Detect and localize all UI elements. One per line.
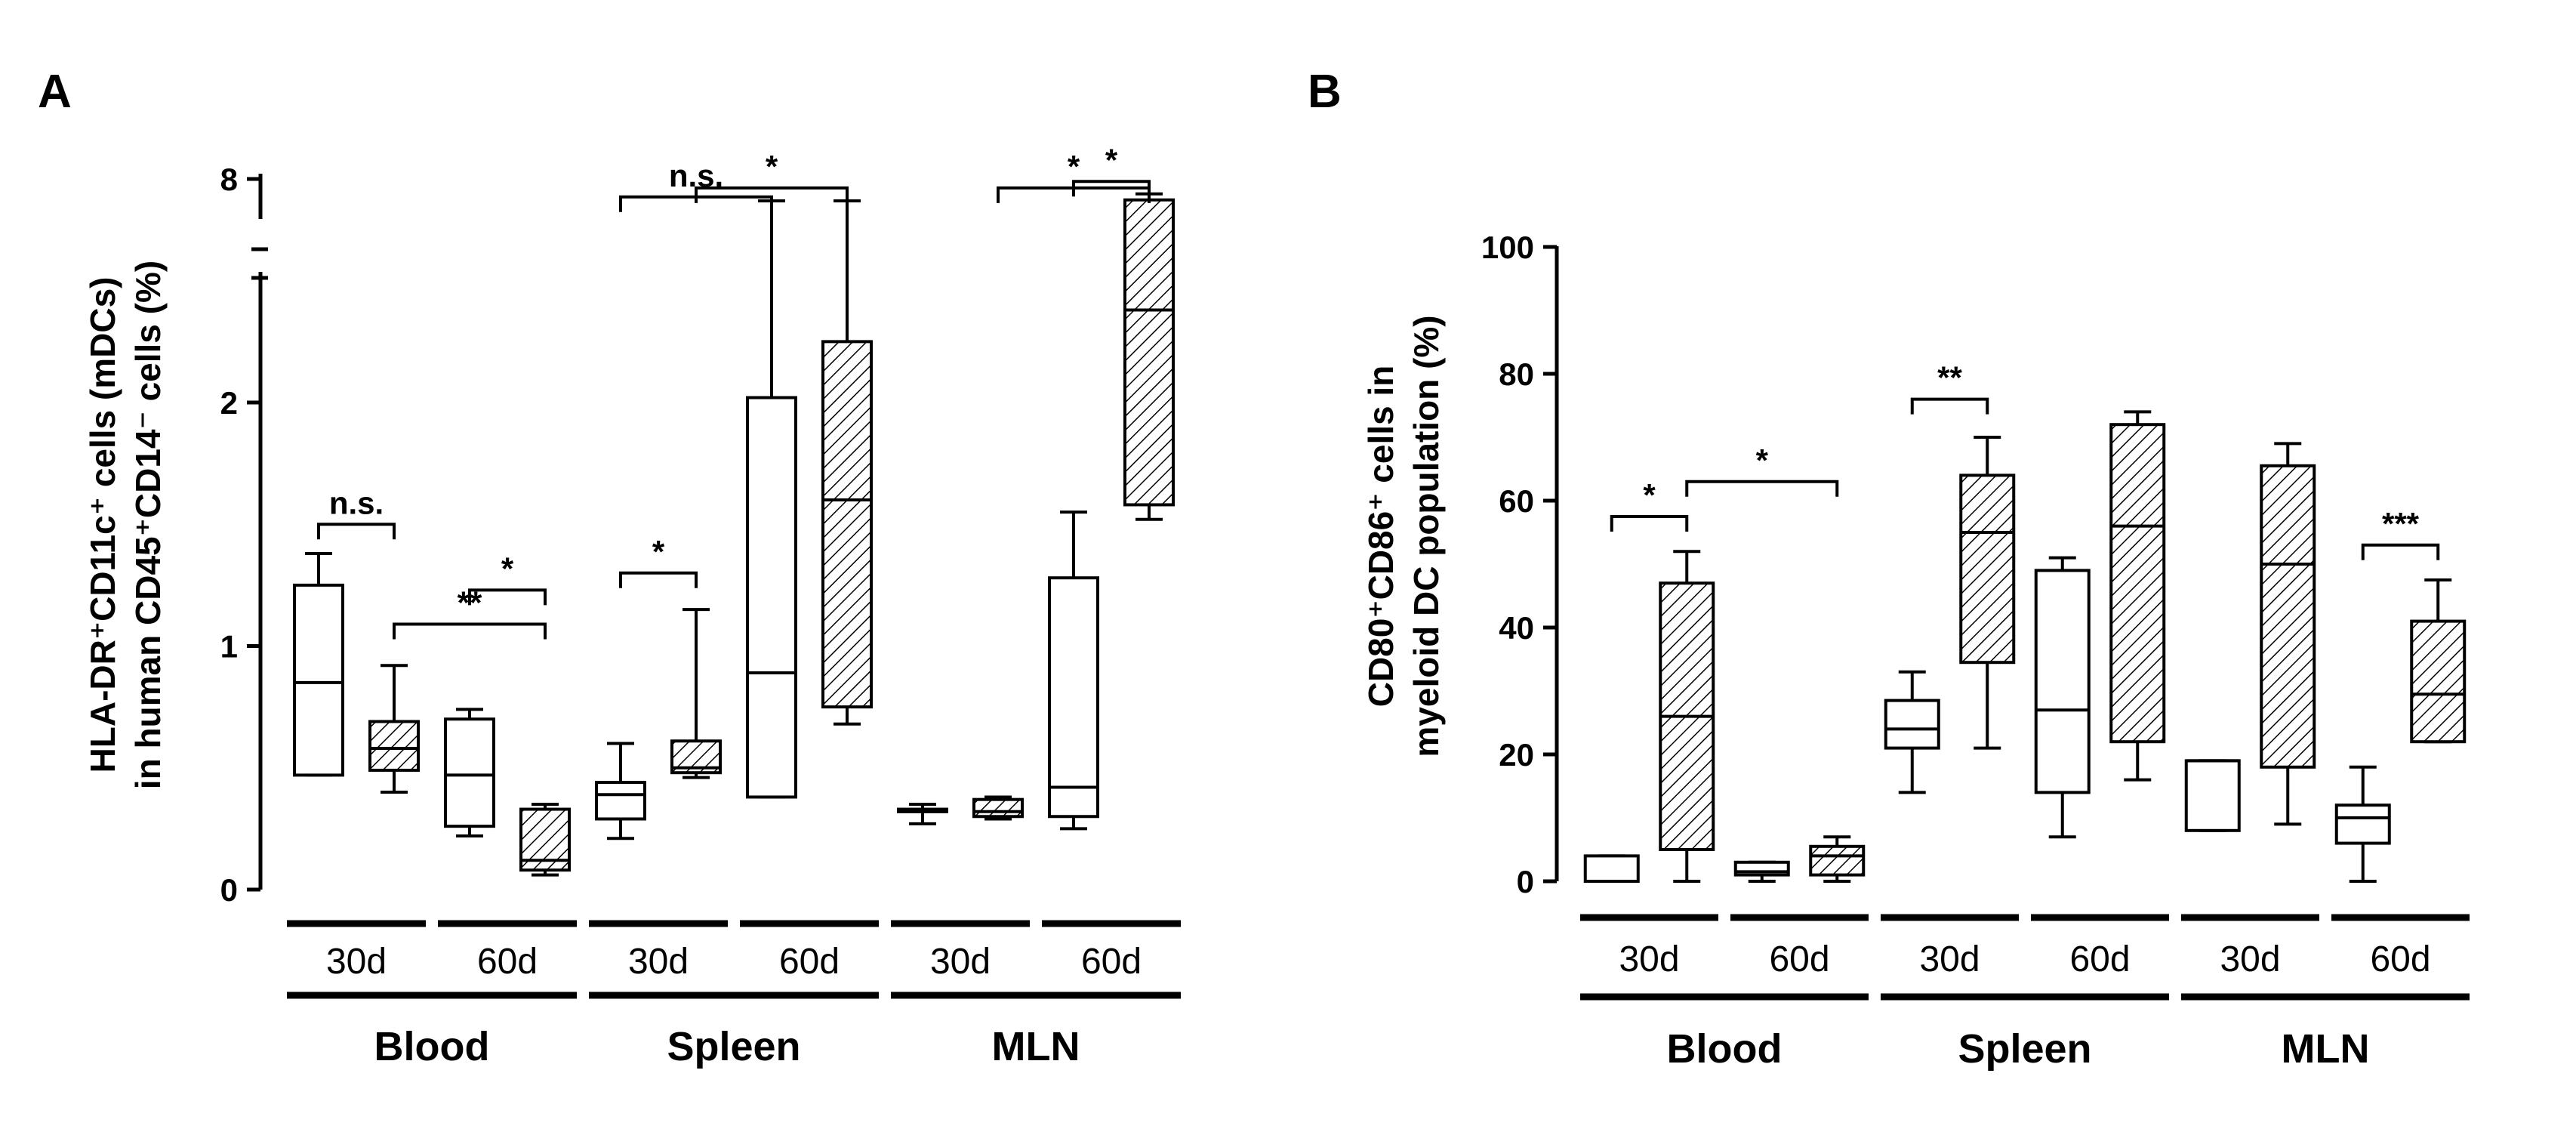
box-b-6 (1959, 473, 2016, 665)
day-group-label-b-2: 60d (1769, 939, 1829, 979)
day-group-label-a-3: 30d (628, 942, 689, 982)
day-group-label-b-5: 30d (2220, 939, 2280, 979)
significance-bracket-b-3 (1910, 397, 1989, 415)
group-axis-b: 30d 60d 30d 60d 30d 60d Blood Spleen MLN (1580, 914, 2470, 1072)
y-tick-label-b-0: 0 (1517, 864, 1534, 899)
significance-label-a-1: n.s. (329, 485, 384, 520)
significance-label-a-8: * (1105, 142, 1118, 177)
y-tick-label-b-40: 40 (1499, 610, 1534, 646)
significance-label-b-3: ** (1937, 360, 1962, 396)
y-tick-label-b-60: 60 (1499, 483, 1534, 519)
panel-label-b: B (1308, 66, 1342, 118)
day-group-label-b-3: 30d (1919, 939, 1980, 979)
box-b-7 (2034, 569, 2091, 794)
boxes-b (1583, 410, 2467, 884)
significance-a: n.s.*** *n.s. * * * (317, 142, 1151, 640)
box-a-3 (444, 717, 495, 828)
box-b-8 (2109, 423, 2166, 744)
y-axis-a: 0 1 2 8 (220, 162, 268, 908)
y-tick-label-a-2: 2 (220, 385, 238, 421)
tissue-group-label-a-3: MLN (992, 1024, 1080, 1069)
box-a-11 (1048, 576, 1099, 819)
y-axis-label-b-line-2: myeloid DC population (%) (1407, 315, 1446, 757)
y-axis-label-a-line-1: HLA-DR⁺CD11c⁺ cells (mDCs) (83, 277, 122, 773)
y-tick-label-b-80: 80 (1499, 356, 1534, 392)
tissue-group-label-a-2: Spleen (667, 1024, 800, 1069)
box-a-12 (1123, 198, 1175, 507)
significance-bracket-b-1 (1610, 515, 1689, 532)
panel-a: A HLA-DR⁺CD11c⁺ cells (mDCs) in human CD… (38, 66, 1181, 1069)
significance-label-a-6: * (766, 149, 778, 184)
significance-bracket-b-2 (1685, 480, 1839, 497)
y-axis-b: 0 20 40 60 80 100 (1481, 230, 1559, 899)
box-a-10 (972, 797, 1024, 819)
significance-b: ******* (1610, 360, 2440, 560)
significance-label-b-4: *** (2382, 506, 2420, 541)
significance-label-a-3: * (501, 551, 514, 586)
box-b-11 (2334, 803, 2391, 845)
day-group-label-b-1: 30d (1619, 939, 1679, 979)
significance-bracket-b-4 (2361, 543, 2440, 560)
y-tick-label-a-1: 1 (220, 629, 238, 665)
tissue-group-label-a-1: Blood (374, 1024, 490, 1069)
box-a-7 (746, 396, 797, 799)
day-group-label-b-6: 60d (2370, 939, 2430, 979)
significance-bracket-a-2 (393, 622, 547, 640)
panel-b: B CD80⁺CD86⁺ cells in myeloid DC populat… (1308, 66, 2470, 1072)
significance-bracket-a-3 (468, 588, 547, 606)
significance-label-b-1: * (1643, 477, 1656, 513)
box-b-5 (1884, 699, 1940, 750)
box-b-12 (2410, 619, 2467, 744)
y-tick-label-b-100: 100 (1481, 230, 1534, 265)
significance-label-a-4: * (652, 534, 665, 569)
y-axis-label-a-line-2: in human CD45⁺CD14⁻ cells (%) (128, 261, 168, 789)
significance-bracket-a-4 (619, 571, 698, 588)
y-tick-label-a-8: 8 (220, 162, 238, 197)
day-group-label-a-2: 60d (477, 942, 538, 982)
box-a-1 (293, 583, 344, 777)
day-group-label-a-1: 30d (326, 942, 387, 982)
significance-bracket-a-8 (1072, 180, 1151, 197)
box-b-1 (1583, 854, 1640, 884)
box-a-8 (821, 340, 873, 709)
panel-label-a: A (38, 66, 72, 118)
box-b-10 (2260, 464, 2316, 769)
tissue-group-label-b-3: MLN (2282, 1026, 2370, 1072)
day-group-label-b-4: 60d (2069, 939, 2130, 979)
significance-bracket-a-1 (317, 523, 396, 540)
boxes-a (293, 192, 1175, 877)
group-axis-a: 30d 60d 30d 60d 30d 60d Blood Spleen MLN (287, 920, 1181, 1069)
day-group-label-a-6: 60d (1081, 942, 1142, 982)
significance-bracket-a-6 (695, 186, 849, 203)
y-tick-label-a-0: 0 (220, 872, 238, 908)
box-b-9 (2184, 759, 2241, 832)
significance-label-a-7: * (1068, 149, 1080, 184)
box-a-5 (595, 781, 646, 821)
y-axis-label-b-line-1: CD80⁺CD86⁺ cells in (1361, 365, 1400, 708)
box-b-4 (1809, 844, 1866, 877)
tissue-group-label-b-1: Blood (1667, 1026, 1783, 1072)
significance-label-b-2: * (1756, 443, 1769, 478)
tissue-group-label-b-2: Spleen (1958, 1026, 2091, 1072)
y-tick-label-b-20: 20 (1499, 737, 1534, 773)
box-a-2 (368, 720, 420, 772)
day-group-label-a-4: 60d (779, 942, 840, 982)
day-group-label-a-5: 30d (930, 942, 991, 982)
